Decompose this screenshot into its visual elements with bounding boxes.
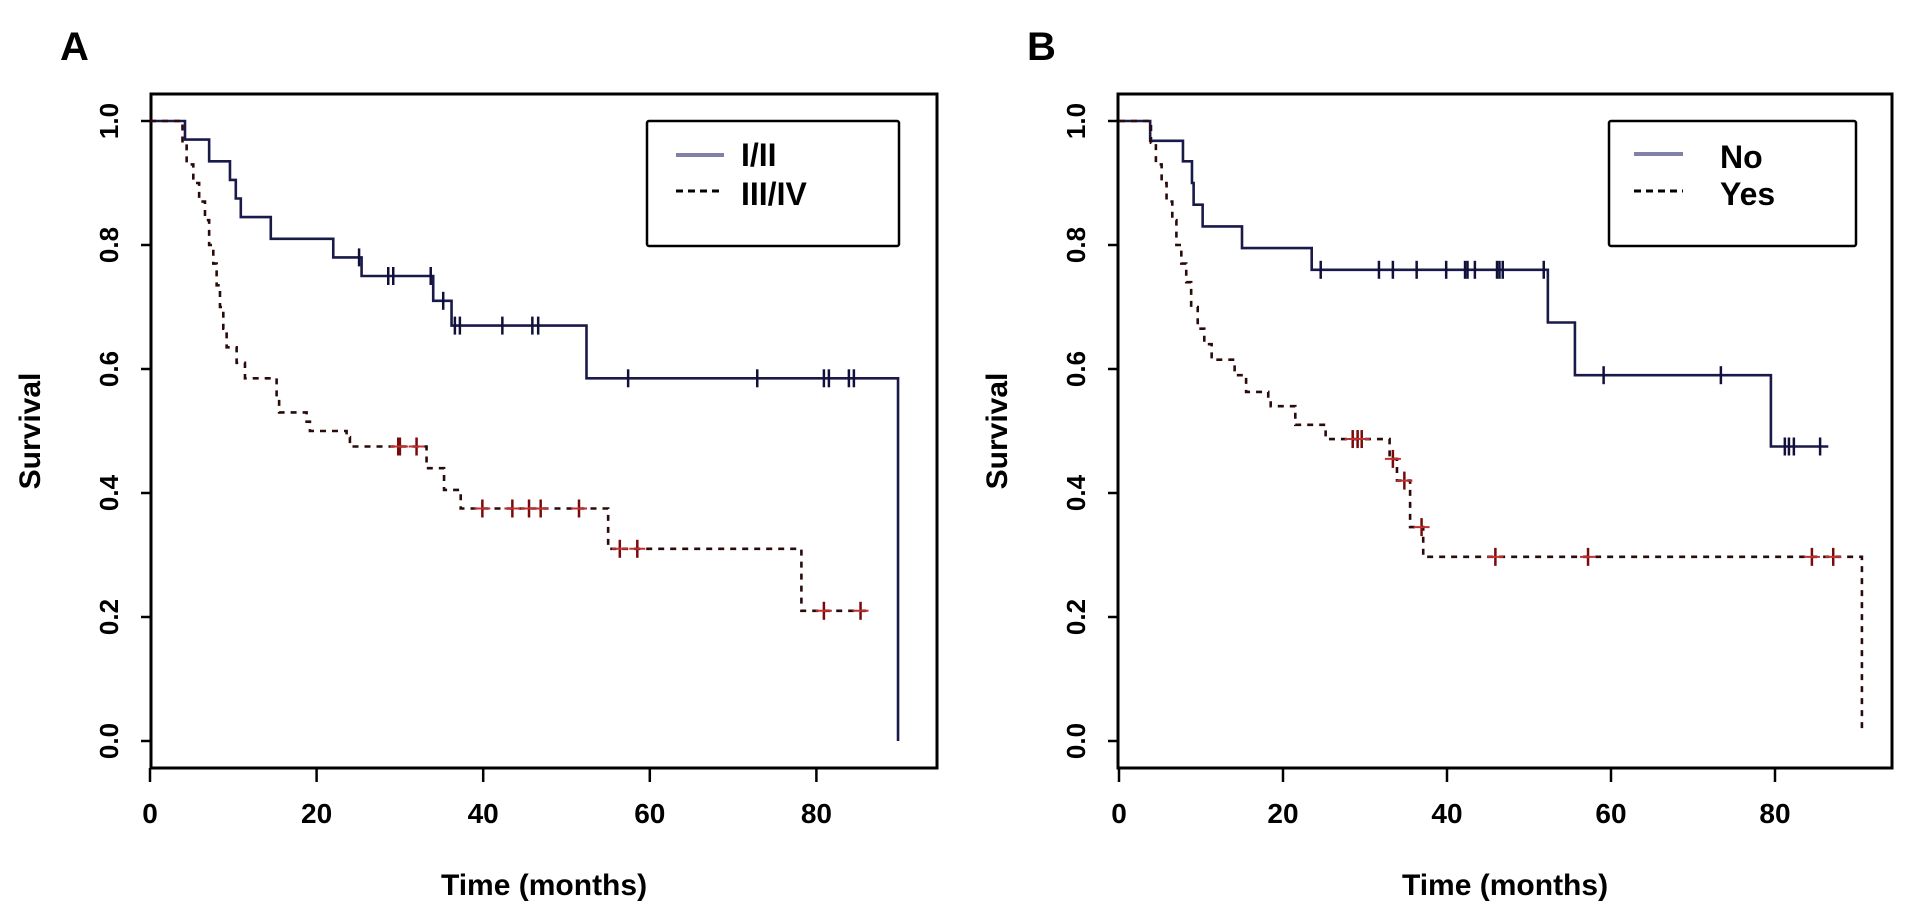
y-axis: 0.0 0.2 0.4 0.6 0.8 1.0 bbox=[1061, 103, 1118, 759]
x-tick-label: 20 bbox=[301, 798, 332, 829]
legend-label: Yes bbox=[1720, 176, 1775, 212]
y-tick-label: 0.6 bbox=[94, 351, 124, 387]
survival-curve-iii-iv bbox=[150, 119, 867, 613]
y-tick-label: 0.2 bbox=[94, 599, 124, 635]
legend-label: I/II bbox=[741, 137, 777, 173]
x-tick-label: 0 bbox=[142, 798, 158, 829]
legend: I/II III/IV bbox=[645, 119, 901, 248]
y-tick-label: 1.0 bbox=[94, 103, 124, 139]
x-tick-label: 40 bbox=[468, 798, 499, 829]
y-tick-label: 0.2 bbox=[1061, 599, 1091, 635]
y-axis-label: Survival bbox=[981, 373, 1014, 490]
y-tick-label: 0.0 bbox=[94, 723, 124, 759]
legend-label: No bbox=[1720, 139, 1763, 175]
series-layer bbox=[150, 119, 900, 741]
x-tick-label: 80 bbox=[1759, 798, 1790, 829]
plot-frame bbox=[1116, 92, 1894, 770]
panel-label: B bbox=[1027, 25, 1056, 69]
plot-frame bbox=[149, 92, 939, 770]
panel-a: A 0.0 0.2 0.4 0.6 0.8 1.0 0 20 40 60 80 Time (mon… bbox=[14, 25, 939, 902]
x-tick-label: 80 bbox=[801, 798, 832, 829]
legend: No Yes bbox=[1607, 119, 1858, 248]
x-tick-label: 60 bbox=[634, 798, 665, 829]
x-tick-label: 40 bbox=[1431, 798, 1462, 829]
y-axis: 0.0 0.2 0.4 0.6 0.8 1.0 bbox=[94, 103, 151, 759]
y-tick-label: 0.6 bbox=[1061, 351, 1091, 387]
x-axis-label: Time (months) bbox=[441, 869, 647, 902]
x-tick-label: 20 bbox=[1267, 798, 1298, 829]
y-tick-label: 0.4 bbox=[94, 474, 124, 511]
x-axis-label: Time (months) bbox=[1402, 869, 1608, 902]
panel-label: A bbox=[60, 25, 89, 69]
x-axis: 0 20 40 60 80 bbox=[142, 768, 832, 829]
panel-b: B 0.0 0.2 0.4 0.6 0.8 1.0 0 20 40 60 80 Time (mon… bbox=[981, 25, 1894, 902]
y-axis-label: Survival bbox=[14, 373, 47, 490]
series-layer bbox=[1119, 119, 1864, 733]
y-tick-label: 0.0 bbox=[1061, 723, 1091, 759]
y-tick-label: 0.8 bbox=[94, 227, 124, 263]
x-tick-label: 60 bbox=[1595, 798, 1626, 829]
x-axis: 0 20 40 60 80 bbox=[1111, 768, 1791, 829]
survival-curve-i-ii bbox=[150, 119, 900, 741]
legend-box bbox=[645, 119, 901, 248]
survival-curve-yes bbox=[1119, 119, 1864, 733]
y-tick-label: 0.4 bbox=[1061, 474, 1091, 511]
y-tick-label: 1.0 bbox=[1061, 103, 1091, 139]
x-tick-label: 0 bbox=[1111, 798, 1127, 829]
y-tick-label: 0.8 bbox=[1061, 227, 1091, 263]
legend-label: III/IV bbox=[741, 176, 807, 212]
survival-curve-no bbox=[1119, 119, 1829, 448]
